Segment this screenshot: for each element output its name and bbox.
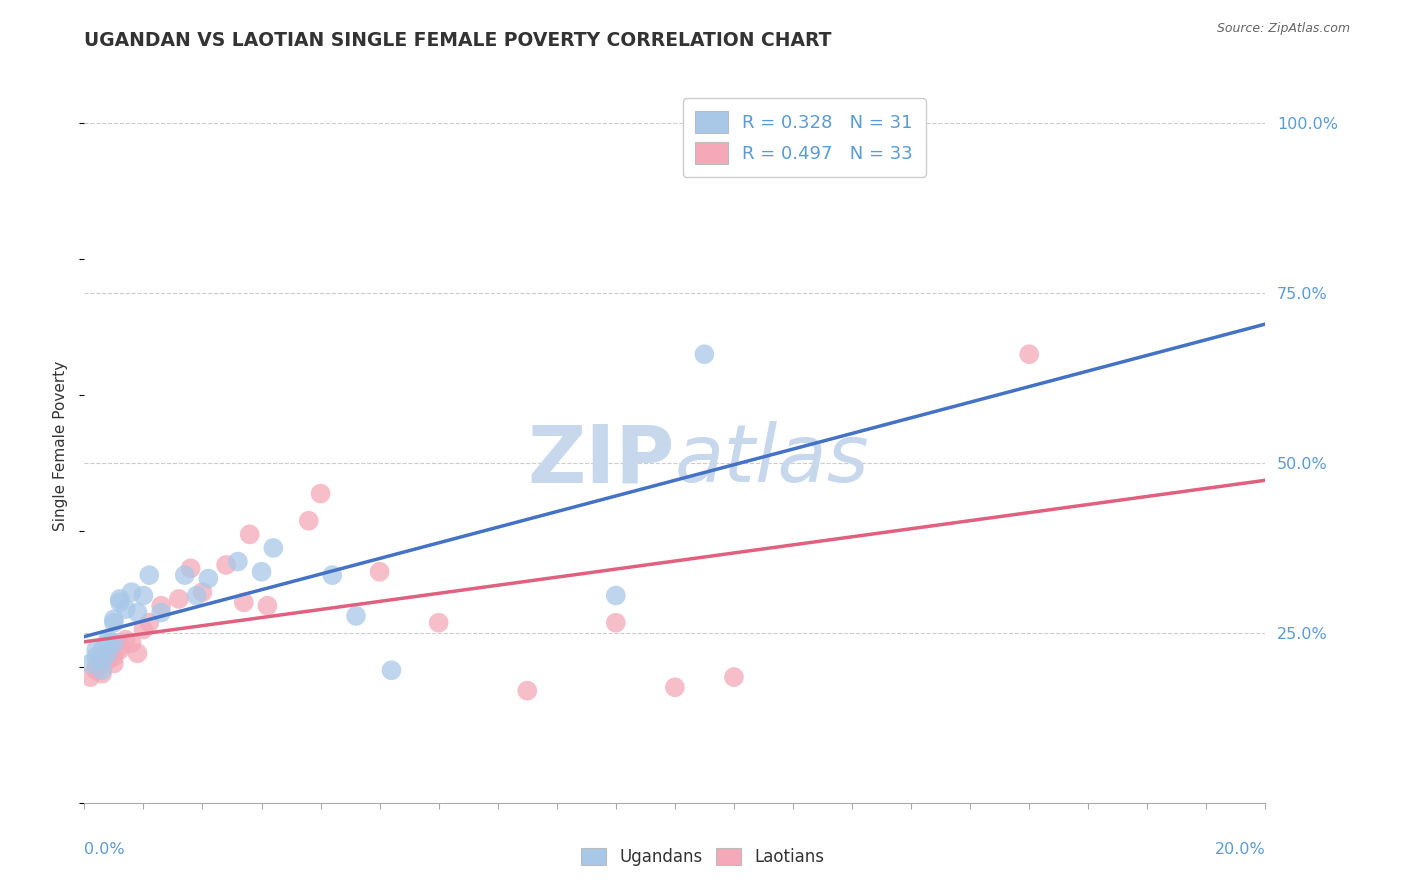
Point xyxy=(197,572,219,586)
Point xyxy=(132,589,155,603)
Point xyxy=(121,636,143,650)
Point xyxy=(114,602,136,616)
Point xyxy=(103,636,125,650)
Y-axis label: Single Female Poverty: Single Female Poverty xyxy=(53,361,69,531)
Point xyxy=(91,643,114,657)
Point xyxy=(84,663,107,677)
Text: 20.0%: 20.0% xyxy=(1215,842,1265,857)
Legend: Ugandans, Laotians: Ugandans, Laotians xyxy=(575,841,831,873)
Point xyxy=(605,615,627,630)
Point xyxy=(321,568,343,582)
Point xyxy=(97,646,120,660)
Point xyxy=(250,565,273,579)
Point xyxy=(516,683,538,698)
Text: UGANDAN VS LAOTIAN SINGLE FEMALE POVERTY CORRELATION CHART: UGANDAN VS LAOTIAN SINGLE FEMALE POVERTY… xyxy=(84,31,832,50)
Point xyxy=(103,657,125,671)
Point xyxy=(138,615,160,630)
Point xyxy=(84,660,107,674)
Point xyxy=(132,623,155,637)
Point xyxy=(79,657,101,671)
Point xyxy=(232,595,254,609)
Point xyxy=(380,663,402,677)
Text: atlas: atlas xyxy=(675,421,870,500)
Point xyxy=(368,565,391,579)
Point xyxy=(91,666,114,681)
Point xyxy=(226,555,249,569)
Point xyxy=(309,486,332,500)
Point xyxy=(84,649,107,664)
Point xyxy=(191,585,214,599)
Point xyxy=(108,640,131,654)
Point xyxy=(262,541,284,555)
Legend: R = 0.328   N = 31, R = 0.497   N = 33: R = 0.328 N = 31, R = 0.497 N = 33 xyxy=(683,98,925,177)
Point xyxy=(84,643,107,657)
Text: 0.0%: 0.0% xyxy=(84,842,125,857)
Point xyxy=(723,670,745,684)
Text: ZIP: ZIP xyxy=(527,421,675,500)
Point xyxy=(91,663,114,677)
Point xyxy=(108,591,131,606)
Point xyxy=(108,643,131,657)
Point xyxy=(173,568,195,582)
Point xyxy=(97,632,120,647)
Point xyxy=(127,646,149,660)
Point xyxy=(97,646,120,660)
Point xyxy=(97,636,120,650)
Point xyxy=(427,615,450,630)
Point xyxy=(138,568,160,582)
Point xyxy=(344,608,367,623)
Point xyxy=(180,561,202,575)
Point xyxy=(298,514,321,528)
Point xyxy=(167,591,190,606)
Point xyxy=(79,670,101,684)
Point xyxy=(1018,347,1040,361)
Point xyxy=(239,527,262,541)
Point xyxy=(97,653,120,667)
Point xyxy=(103,612,125,626)
Point xyxy=(103,649,125,664)
Point xyxy=(664,680,686,694)
Point xyxy=(150,606,173,620)
Point xyxy=(215,558,238,572)
Point xyxy=(121,585,143,599)
Point xyxy=(605,589,627,603)
Point xyxy=(103,615,125,630)
Point xyxy=(186,589,208,603)
Point xyxy=(91,653,114,667)
Point xyxy=(108,595,131,609)
Point xyxy=(693,347,716,361)
Point xyxy=(256,599,278,613)
Point xyxy=(127,606,149,620)
Point xyxy=(150,599,173,613)
Point xyxy=(91,657,114,671)
Text: Source: ZipAtlas.com: Source: ZipAtlas.com xyxy=(1216,22,1350,36)
Point xyxy=(114,632,136,647)
